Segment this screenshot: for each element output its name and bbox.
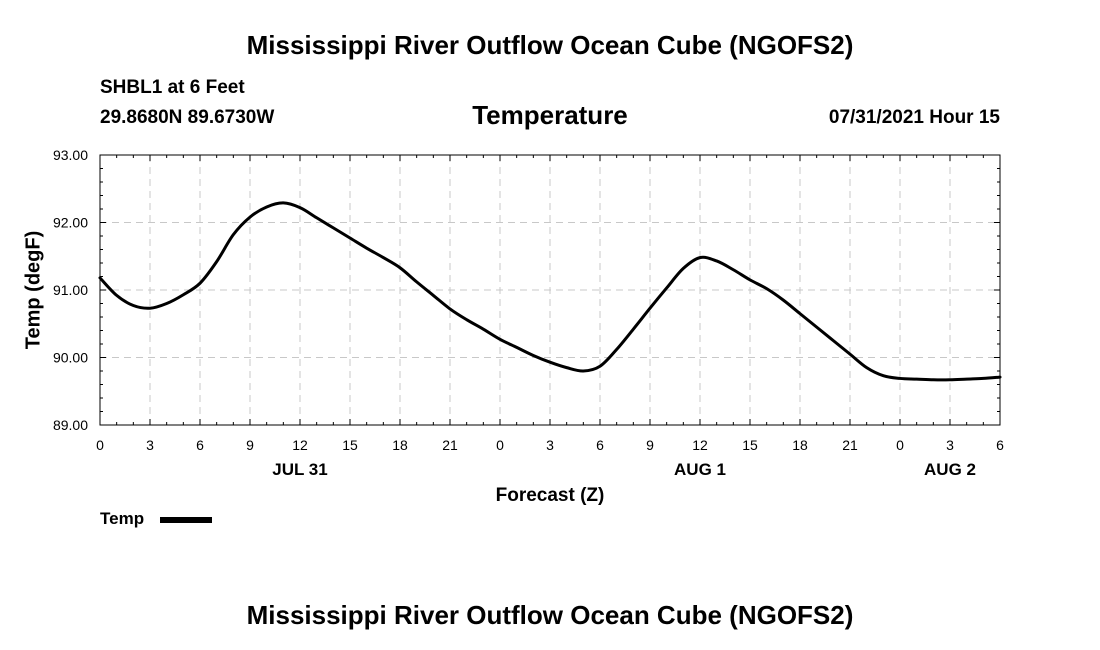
x-tick-label: 9: [646, 437, 654, 453]
x-tick-label: 0: [496, 437, 504, 453]
x-tick-label: 15: [342, 437, 358, 453]
chart-grid: [100, 155, 1000, 425]
x-tick-label: 12: [692, 437, 708, 453]
x-tick-label: 21: [842, 437, 858, 453]
x-tick-label: 0: [896, 437, 904, 453]
x-tick-label: 0: [96, 437, 104, 453]
x-tick-label: 3: [146, 437, 154, 453]
y-tick-label: 89.00: [53, 417, 88, 433]
date-label: AUG 2: [924, 460, 976, 479]
coordinates-label: 29.8680N 89.6730W: [100, 107, 275, 128]
y-tick-label: 92.00: [53, 215, 88, 231]
x-tick-label: 6: [596, 437, 604, 453]
temp-series-line: [98, 201, 1002, 382]
date-label: AUG 1: [674, 460, 726, 479]
x-tick-label: 18: [392, 437, 408, 453]
legend-swatch: [160, 517, 212, 523]
legend-label: Temp: [100, 509, 145, 528]
x-tick-label: 9: [246, 437, 254, 453]
y-axis-label: Temp (degF): [22, 231, 44, 350]
x-tick-label: 15: [742, 437, 758, 453]
y-tick-label: 93.00: [53, 147, 88, 163]
x-tick-label: 3: [546, 437, 554, 453]
x-tick-label: 6: [196, 437, 204, 453]
date-label: JUL 31: [272, 460, 327, 479]
x-tick-label: 21: [442, 437, 458, 453]
x-tick-label: 3: [946, 437, 954, 453]
y-tick-label: 90.00: [53, 350, 88, 366]
chart-labels: 0 3 6 9 12 15 18 21 0 3 6 9 12 15 18 21 0 3 6 89.00 90.00 91.…: [53, 147, 1004, 479]
chart-subtitle: Temperature: [472, 100, 628, 130]
x-tick-label: 18: [792, 437, 808, 453]
x-axis-label: Forecast (Z): [496, 485, 605, 506]
station-label: SHBL1 at 6 Feet: [100, 77, 245, 98]
x-tick-label: 6: [996, 437, 1004, 453]
x-tick-label: 12: [292, 437, 308, 453]
y-tick-label: 91.00: [53, 282, 88, 298]
page-title: Mississippi River Outflow Ocean Cube (NG…: [246, 30, 854, 60]
footer-title: Mississippi River Outflow Ocean Cube (NG…: [246, 600, 854, 630]
timestamp-label: 07/31/2021 Hour 15: [828, 107, 1000, 128]
plot-frame: [99, 154, 1001, 426]
